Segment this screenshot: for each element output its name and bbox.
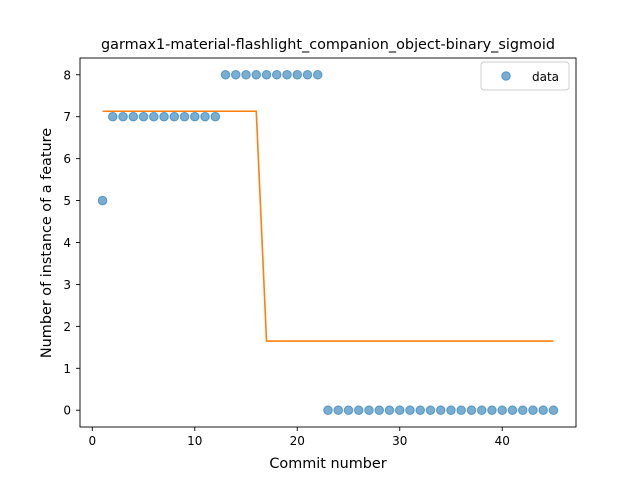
data-point (138, 111, 149, 122)
y-tick-label: 3 (63, 278, 71, 292)
data-point (343, 405, 354, 416)
y-tick-label: 0 (63, 404, 71, 418)
data-point (487, 405, 497, 416)
data-point (333, 405, 344, 416)
y-tick-label: 7 (63, 110, 71, 124)
data-point (425, 405, 436, 416)
y-tick-label: 8 (63, 68, 71, 82)
data-point (446, 405, 456, 416)
data-point (312, 69, 323, 80)
x-axis-label: Commit number (269, 456, 386, 472)
data-point (405, 405, 415, 416)
data-point (159, 111, 169, 122)
x-axis-ticks: 0 10 20 30 40 (88, 427, 510, 448)
data-point (415, 405, 426, 416)
data-point (394, 405, 405, 416)
data-point (497, 405, 508, 416)
plot-area (79, 57, 577, 428)
data-point (230, 69, 241, 80)
data-point (302, 69, 313, 80)
data-point (148, 111, 159, 122)
legend: data (480, 61, 570, 91)
data-point (210, 111, 221, 122)
data-point (435, 405, 446, 416)
data-point (282, 69, 292, 80)
data-point (179, 111, 190, 122)
data-point (384, 405, 395, 416)
x-tick-label: 40 (495, 434, 510, 448)
data-point (200, 111, 210, 122)
data-point (169, 111, 180, 122)
data-point (323, 405, 333, 416)
data-point (220, 69, 231, 80)
data-point (466, 405, 477, 416)
fit-line (102, 110, 554, 342)
y-tick-label: 1 (63, 362, 71, 376)
y-tick-label: 6 (63, 152, 71, 166)
y-tick-label: 5 (63, 194, 71, 208)
data-point (107, 111, 118, 122)
y-axis-ticks: 0 1 2 3 4 5 6 7 8 (63, 68, 80, 418)
x-tick-label: 30 (392, 434, 407, 448)
chart-title: garmax1-material-flashlight_companion_ob… (101, 37, 555, 53)
x-tick-label: 20 (290, 434, 305, 448)
data-point (189, 111, 200, 122)
legend-data-label: data (532, 70, 559, 84)
data-point (261, 69, 272, 80)
y-tick-label: 2 (63, 320, 71, 334)
data-point (271, 69, 282, 80)
data-point (353, 405, 364, 416)
data-point (97, 195, 108, 206)
data-point (476, 405, 487, 416)
data-point (251, 69, 262, 80)
data-point (241, 69, 251, 80)
data-point (364, 405, 374, 416)
data-point (456, 405, 467, 416)
data-point (528, 405, 538, 416)
data-point (517, 405, 528, 416)
data-point (374, 405, 385, 416)
series-layer (97, 69, 559, 416)
data-point (118, 111, 128, 122)
data-point (548, 405, 559, 416)
legend-frame (480, 61, 570, 91)
y-tick-label: 4 (63, 236, 71, 250)
data-point (507, 405, 518, 416)
y-axis-label: Number of instance of a feature (39, 128, 55, 358)
data-point (292, 69, 303, 80)
data-point (538, 405, 549, 416)
data-point (128, 111, 139, 122)
legend-data-marker (501, 71, 511, 81)
x-tick-label: 0 (88, 434, 96, 448)
x-tick-label: 10 (187, 434, 202, 448)
